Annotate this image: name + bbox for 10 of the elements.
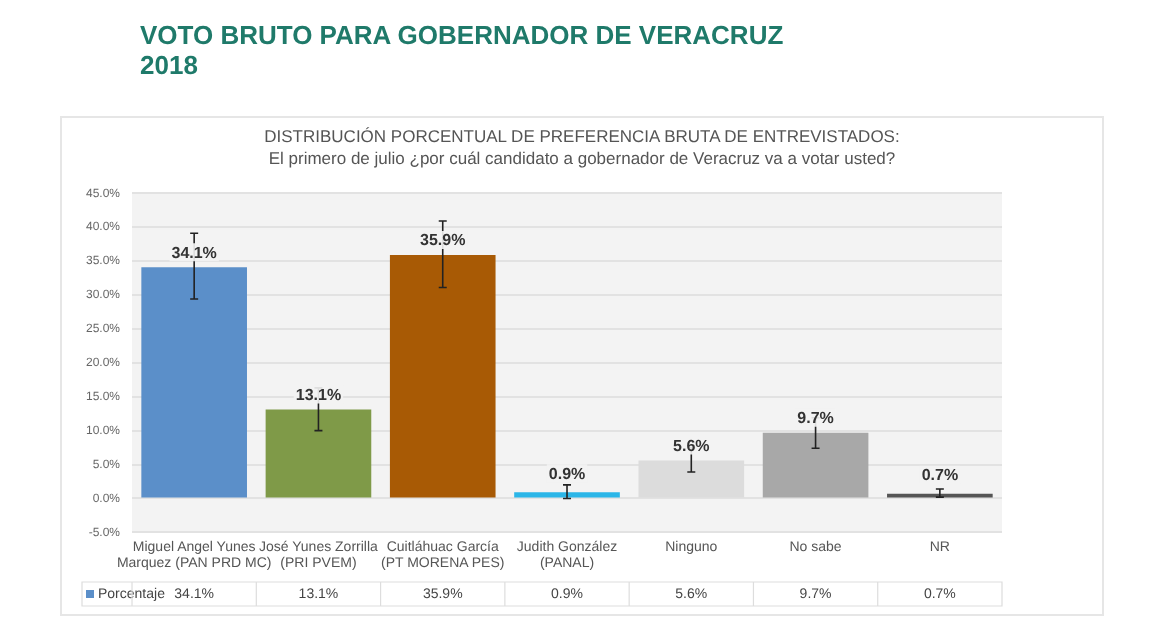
chart-subtitle: DISTRIBUCIÓN PORCENTUAL DE PREFERENCIA BRUTA DE ENTREVISTADOS: (262, 126, 902, 148)
text: 34.1% (171, 243, 217, 262)
chart-title: VOTO BRUTO PARA GOBERNADOR DE VERACRUZ 2018 (140, 20, 786, 80)
text: 35.9% (420, 231, 466, 250)
text: 0.9% (548, 464, 586, 483)
text: 13.1% (295, 386, 342, 405)
text: 9.7% (797, 409, 834, 428)
text: 0.7% (921, 466, 959, 485)
text: 5.6% (673, 436, 710, 455)
text: El primero de julio ¿por cuál candidato a gobernador de Veracruz va a votar usted? (266, 148, 898, 170)
